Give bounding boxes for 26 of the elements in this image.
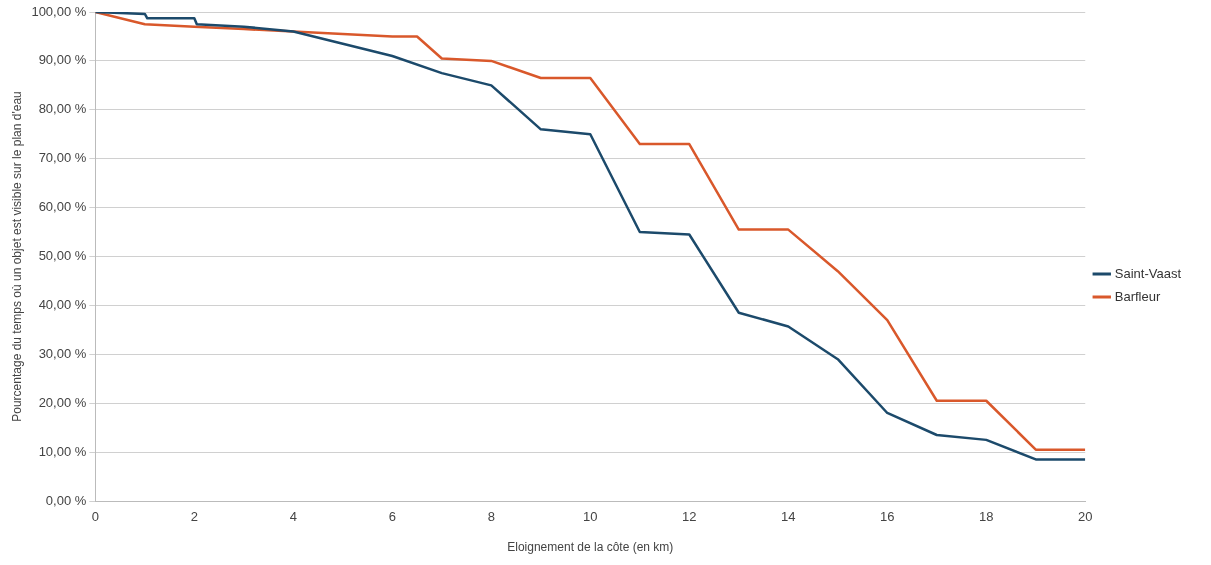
x-tick-label: 4 [289, 509, 297, 525]
x-tick-label: 8 [487, 509, 495, 525]
x-tick-label: 6 [388, 509, 396, 525]
x-axis-title: Eloignement de la côte (en km) [507, 540, 674, 555]
x-tick-label: 2 [190, 509, 198, 525]
y-tick-label: 30,00 % [38, 345, 87, 361]
x-tick-label: 14 [781, 509, 796, 525]
y-tick-label: 80,00 % [38, 101, 87, 117]
y-axis-title: Pourcentage du temps où un objet est visible sur le plan d'eau [9, 91, 24, 422]
y-tick-label: 60,00 % [38, 199, 87, 215]
legend-label: Barfleur [1114, 288, 1161, 304]
y-tick-label: 40,00 % [38, 296, 87, 312]
y-tick-label: 10,00 % [38, 443, 87, 459]
y-tick-label: 70,00 % [38, 150, 87, 166]
x-tick-label: 10 [583, 509, 598, 525]
x-tick-label: 20 [1078, 509, 1093, 525]
y-tick-label: 90,00 % [38, 52, 87, 68]
x-tick-label: 16 [880, 509, 895, 525]
y-tick-label: 50,00 % [38, 248, 87, 264]
legend-label: Saint-Vaast [1114, 265, 1182, 281]
x-tick-label: 0 [91, 509, 99, 525]
y-tick-label: 100,00 % [31, 3, 87, 19]
y-tick-label: 0,00 % [45, 492, 87, 508]
x-tick-label: 18 [979, 509, 994, 525]
x-tick-label: 12 [682, 509, 697, 525]
y-tick-label: 20,00 % [38, 394, 87, 410]
